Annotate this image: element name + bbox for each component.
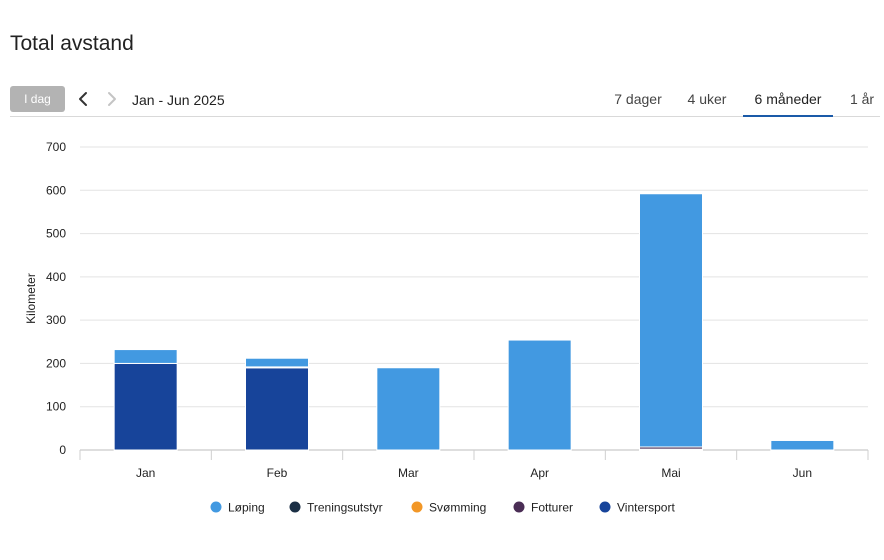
y-axis-label: Kilometer xyxy=(24,273,38,324)
x-tick-label: Mar xyxy=(398,466,419,480)
x-tick-label: Jan xyxy=(136,466,155,480)
bar-segment[interactable] xyxy=(245,367,309,451)
bar-segment[interactable] xyxy=(376,367,441,451)
tab-1-year[interactable]: 1 år xyxy=(849,91,875,107)
previous-period-button[interactable] xyxy=(73,88,93,110)
bar-segment[interactable] xyxy=(639,193,703,448)
distance-bar-chart: 0 100 200 300 400 500 600 700 Kilometer Jan Feb Mar… xyxy=(24,140,869,515)
today-button[interactable]: I dag xyxy=(10,86,65,112)
legend-marker[interactable] xyxy=(289,501,301,513)
y-tick-label: 200 xyxy=(46,356,66,370)
toolbar: I dag Jan - Jun 2025 7 dager 4 uker 6 må… xyxy=(10,84,880,117)
next-period-button[interactable] xyxy=(102,88,122,110)
y-tick-label: 0 xyxy=(59,443,66,457)
x-tick-label: Jun xyxy=(793,466,812,480)
bar-segment[interactable] xyxy=(770,439,835,451)
y-tick-label: 100 xyxy=(46,400,66,414)
y-tick-label: 400 xyxy=(46,270,66,284)
legend-item-label[interactable]: Svømming xyxy=(429,501,486,515)
chevron-left-icon xyxy=(79,92,87,106)
y-tick-label: 300 xyxy=(46,313,66,327)
legend-marker[interactable] xyxy=(210,501,222,513)
legend-item-label[interactable]: Løping xyxy=(228,501,265,515)
tab-4-weeks[interactable]: 4 uker xyxy=(687,91,727,107)
legend-marker[interactable] xyxy=(513,501,525,513)
legend-item-label[interactable]: Treningsutstyr xyxy=(307,501,383,515)
page-title: Total avstand xyxy=(10,32,134,55)
tab-6-months[interactable]: 6 måneder xyxy=(743,84,833,117)
legend-item-label[interactable]: Fotturer xyxy=(531,501,573,515)
tab-7-days[interactable]: 7 dager xyxy=(614,91,662,107)
x-tick-label: Mai xyxy=(661,466,680,480)
bar-segment[interactable] xyxy=(507,339,572,451)
bar-segment[interactable] xyxy=(113,349,178,364)
legend-marker[interactable] xyxy=(599,501,611,513)
bar-segment[interactable] xyxy=(245,357,309,368)
y-tick-label: 700 xyxy=(46,140,66,154)
chevron-right-icon xyxy=(108,92,116,106)
y-tick-label: 600 xyxy=(46,183,66,197)
x-tick-label: Apr xyxy=(530,466,549,480)
date-range-label: Jan - Jun 2025 xyxy=(132,92,225,108)
bar-segment[interactable] xyxy=(113,362,178,451)
x-tick-label: Feb xyxy=(267,466,288,480)
legend-marker[interactable] xyxy=(411,501,423,513)
range-tabs: 7 dager 4 uker 6 måneder 1 år xyxy=(600,84,880,117)
y-tick-label: 500 xyxy=(46,227,66,241)
legend-item-label[interactable]: Vintersport xyxy=(617,501,675,515)
